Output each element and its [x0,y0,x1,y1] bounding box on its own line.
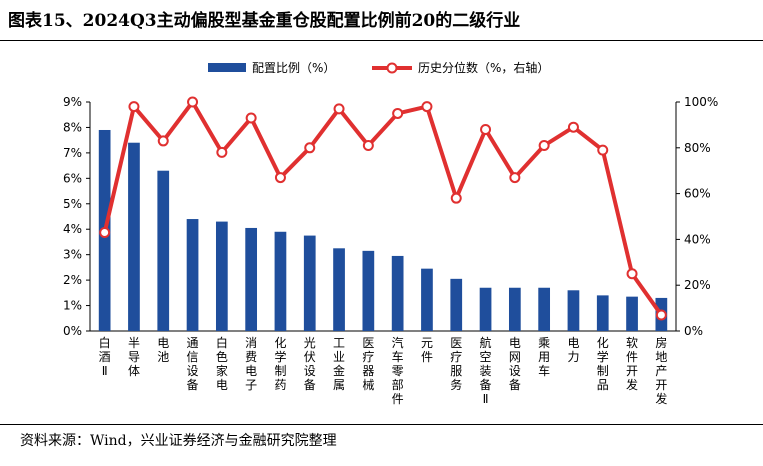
bar-软件开发 [626,296,638,331]
percentile-point-白色家电 [216,146,228,158]
category-label: 医疗服务 [450,336,462,392]
chart-title: 图表15、2024Q3主动偏股型基金重仓股配置比例前20的二级行业 [8,11,521,31]
left-axis-tick-label: 1% [63,299,82,313]
percentile-point-化学制药 [274,172,286,184]
bar-工业金属 [333,248,345,331]
category-label: 房地产开发 [655,335,667,406]
bar-化学制品 [596,295,609,331]
bottom-rule [0,424,763,425]
left-axis-tick-label: 2% [63,273,82,287]
category-label: 白色家电 [216,335,228,392]
percentile-point-电池 [157,135,169,147]
right-axis-tick-label: 0% [684,324,703,338]
left-axis-tick-label: 7% [63,146,82,160]
percentile-point-半导体 [128,101,140,113]
right-axis-tick-label: 100% [684,95,718,109]
bar-半导体 [128,142,140,331]
percentile-point-化学制品 [597,144,609,156]
percentile-point-白酒Ⅱ [99,227,111,239]
percentile-point-医疗器械 [362,140,374,152]
bar-医疗器械 [362,250,375,331]
legend-line-label: 历史分位数（%，右轴） [418,60,549,75]
right-axis-tick-label: 40% [684,232,711,246]
legend-bar-label: 配置比例（%） [252,61,335,75]
category-label: 乘用车 [538,336,550,378]
left-axis-tick-label: 9% [63,95,82,109]
bar-白色家电 [215,221,228,331]
right-axis-tick-label: 80% [684,141,711,155]
percentile-point-通信设备 [187,96,199,108]
top-rule [0,40,763,41]
category-label: 汽车零部件 [392,335,404,406]
bar-电网设备 [508,287,521,331]
percentile-point-工业金属 [333,103,345,115]
percentile-point-软件开发 [626,268,638,280]
source-note: 资料来源：Wind，兴业证券经济与金融研究院整理 [20,433,337,449]
bar-医疗服务 [450,278,463,331]
category-label: 化学制品 [597,336,609,392]
category-label: 航空装备 Ⅱ [480,335,492,406]
bar-电力 [567,290,580,331]
percentile-point-房地产开发 [655,309,667,321]
percentile-point-电力 [567,121,579,133]
right-axis-tick-label: 60% [684,187,711,201]
legend-line-marker [386,62,398,74]
left-axis-tick-label: 6% [63,171,82,185]
bar-消费电子 [245,227,258,331]
bar-通信设备 [186,219,199,331]
category-label: 电力 [567,336,579,364]
percentile-point-乘用车 [538,140,550,152]
bar-化学制药 [274,231,287,331]
percentile-point-消费电子 [245,112,257,124]
bar-光伏设备 [303,235,316,331]
category-label: 半导体 [128,336,140,378]
category-label: 消费电子 [245,336,257,392]
category-label: 化学制药 [274,336,286,392]
bar-元件 [421,268,433,331]
category-label: 医疗器械 [362,336,374,392]
percentile-point-航空装备Ⅱ [480,123,492,135]
percentile-point-光伏设备 [304,142,316,154]
bar-乘用车 [538,287,551,331]
bar-电池 [157,170,170,331]
percentile-point-医疗服务 [450,192,462,204]
category-label: 电网设备 [509,336,521,392]
percentile-point-元件 [421,101,433,113]
left-axis-tick-label: 4% [63,222,82,236]
category-label: 电池 [157,336,169,364]
category-label: 软件开发 [626,336,638,392]
left-axis-tick-label: 5% [63,197,82,211]
left-axis-tick-label: 8% [63,120,82,134]
category-label: 白酒 Ⅱ [99,335,111,378]
percentile-point-汽车零部件 [392,107,404,119]
left-axis-tick-label: 0% [63,324,82,338]
percentile-point-电网设备 [509,172,521,184]
left-axis-tick-label: 3% [63,248,82,262]
right-axis-tick-label: 20% [684,278,711,292]
bar-汽车零部件 [391,255,404,331]
percentile-line [102,100,663,317]
legend-bar-swatch [208,63,246,72]
bar-航空装备Ⅱ [479,287,492,331]
category-label: 工业金属 [333,336,345,392]
category-label: 元件 [421,336,433,364]
category-label: 光伏设备 [304,336,316,392]
category-label: 通信设备 [187,336,199,392]
